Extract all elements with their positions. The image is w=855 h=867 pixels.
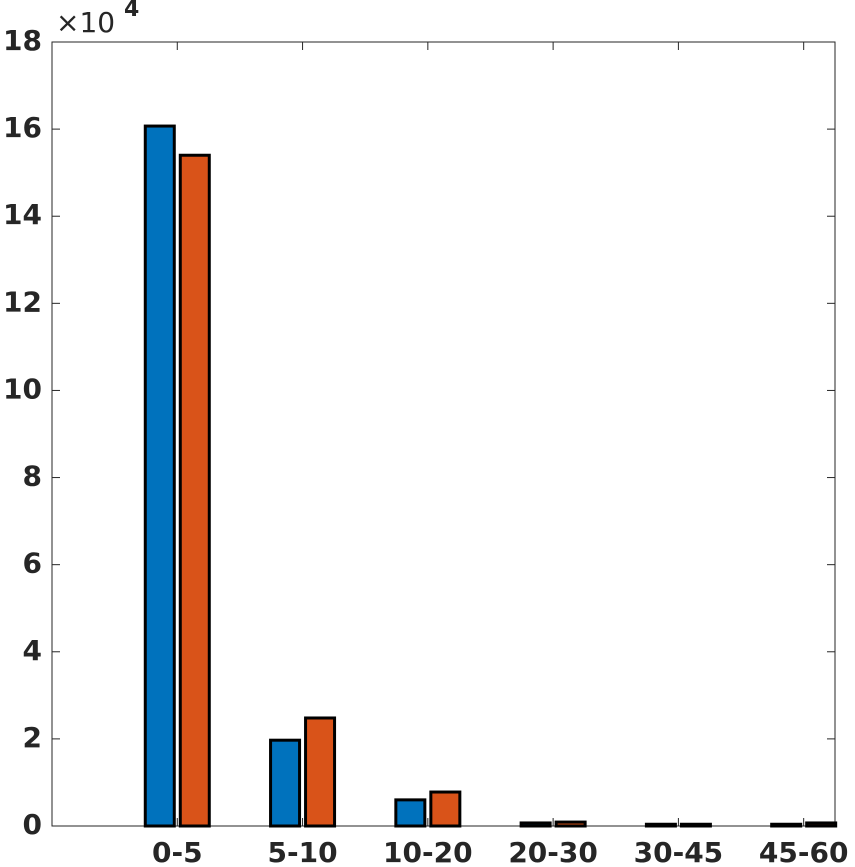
bar: [679, 822, 712, 828]
bar: [429, 790, 462, 828]
y-tick-label: 10: [3, 372, 42, 405]
y-tick-label: 12: [3, 285, 42, 318]
bar: [143, 124, 176, 828]
bar: [770, 822, 803, 828]
y-tick-label: 18: [3, 24, 42, 57]
y-tick-label: 14: [3, 198, 42, 231]
y-tick-label: 8: [23, 460, 42, 493]
x-tick-label: 30-45: [634, 836, 724, 867]
bar: [394, 798, 427, 828]
y-tick-label: 4: [23, 634, 42, 667]
bar: [178, 153, 211, 828]
bar: [644, 822, 677, 828]
bar: [805, 821, 838, 828]
x-tick-label: 0-5: [152, 836, 203, 867]
bar: [554, 820, 587, 828]
x-tick-label: 45-60: [759, 836, 849, 867]
bar: [269, 738, 302, 828]
bar: [304, 716, 337, 828]
y-tick-label: 2: [23, 721, 42, 754]
bar: [519, 821, 552, 828]
x-tick-label: 5-10: [268, 836, 338, 867]
y-tick-label: 16: [3, 111, 42, 144]
y-exponent: 4: [124, 0, 139, 22]
y-multiplier: ×10: [56, 6, 115, 39]
x-tick-label: 20-30: [508, 836, 598, 867]
y-tick-label: 6: [23, 547, 42, 580]
x-tick-label: 10-20: [383, 836, 473, 867]
y-tick-label: 0: [23, 808, 42, 841]
